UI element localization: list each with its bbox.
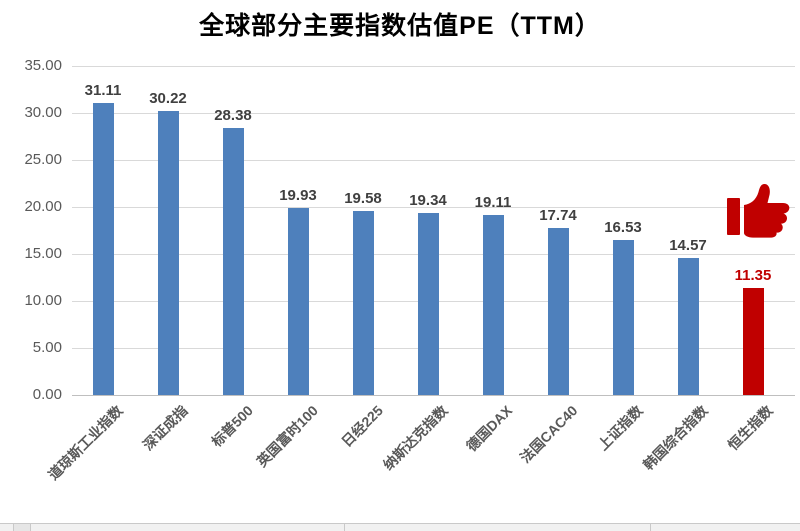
value-label: 16.53: [604, 219, 642, 236]
value-label: 28.38: [214, 107, 252, 124]
bar: [678, 258, 699, 395]
y-axis-tick-label: 25.00: [24, 151, 62, 168]
x-axis-category-label: 日经225: [337, 402, 386, 450]
x-axis-category-label: 韩国综合指数: [639, 402, 711, 474]
gridline: [72, 160, 795, 161]
bar: [483, 215, 504, 395]
x-axis-line: [72, 395, 795, 396]
bar: [613, 240, 634, 395]
bar: [93, 103, 114, 395]
x-axis-category-label: 上证指数: [594, 402, 646, 454]
bar: [548, 228, 569, 395]
spreadsheet-cell-border: [650, 524, 651, 531]
value-label: 19.58: [344, 190, 382, 207]
y-axis-tick-label: 15.00: [24, 245, 62, 262]
value-label: 31.11: [84, 82, 122, 99]
bar-highlight: [743, 288, 764, 395]
value-label: 14.57: [669, 237, 707, 254]
bar: [418, 213, 439, 395]
bar: [353, 211, 374, 395]
bar: [223, 128, 244, 395]
x-axis-category-label: 深证成指: [139, 402, 191, 454]
y-axis-tick-label: 10.00: [24, 292, 62, 309]
y-axis-tick-label: 0.00: [32, 386, 62, 403]
x-axis-category-label: 德国DAX: [463, 402, 516, 455]
gridline: [72, 207, 795, 208]
spreadsheet-cell-border: [30, 524, 31, 531]
y-axis-tick-label: 20.00: [24, 198, 62, 215]
x-axis-category-label: 标普500: [207, 402, 256, 450]
value-label: 19.34: [409, 192, 447, 209]
y-axis-tick-label: 35.00: [24, 57, 62, 74]
gridline: [72, 113, 795, 114]
value-label: 19.11: [474, 194, 512, 211]
spreadsheet-cell-border: [13, 524, 14, 531]
bar: [158, 111, 179, 395]
x-axis-category-label: 法国CAC40: [517, 402, 581, 466]
value-label: 30.22: [149, 90, 187, 107]
bar: [288, 208, 309, 395]
value-label: 17.74: [539, 207, 577, 224]
y-axis-tick-label: 30.00: [24, 104, 62, 121]
x-axis-category-label: 恒生指数: [724, 402, 776, 454]
thumbs-up-icon: [727, 184, 790, 238]
spreadsheet-row: [0, 524, 800, 531]
spreadsheet-cell-border: [344, 524, 345, 531]
x-axis-category-label: 道琼斯工业指数: [44, 402, 126, 483]
x-axis-category-label: 纳斯达克指数: [379, 402, 451, 474]
chart-title: 全球部分主要指数估值PE（TTM）: [199, 12, 601, 40]
y-axis-tick-label: 5.00: [32, 339, 62, 356]
value-label: 19.93: [279, 187, 317, 204]
x-axis-category-label: 英国富时100: [253, 402, 321, 470]
spreadsheet-row-header-cell: [13, 524, 30, 531]
value-label: 11.35: [734, 267, 772, 284]
gridline: [72, 66, 795, 67]
spreadsheet-row-border: [0, 523, 800, 524]
